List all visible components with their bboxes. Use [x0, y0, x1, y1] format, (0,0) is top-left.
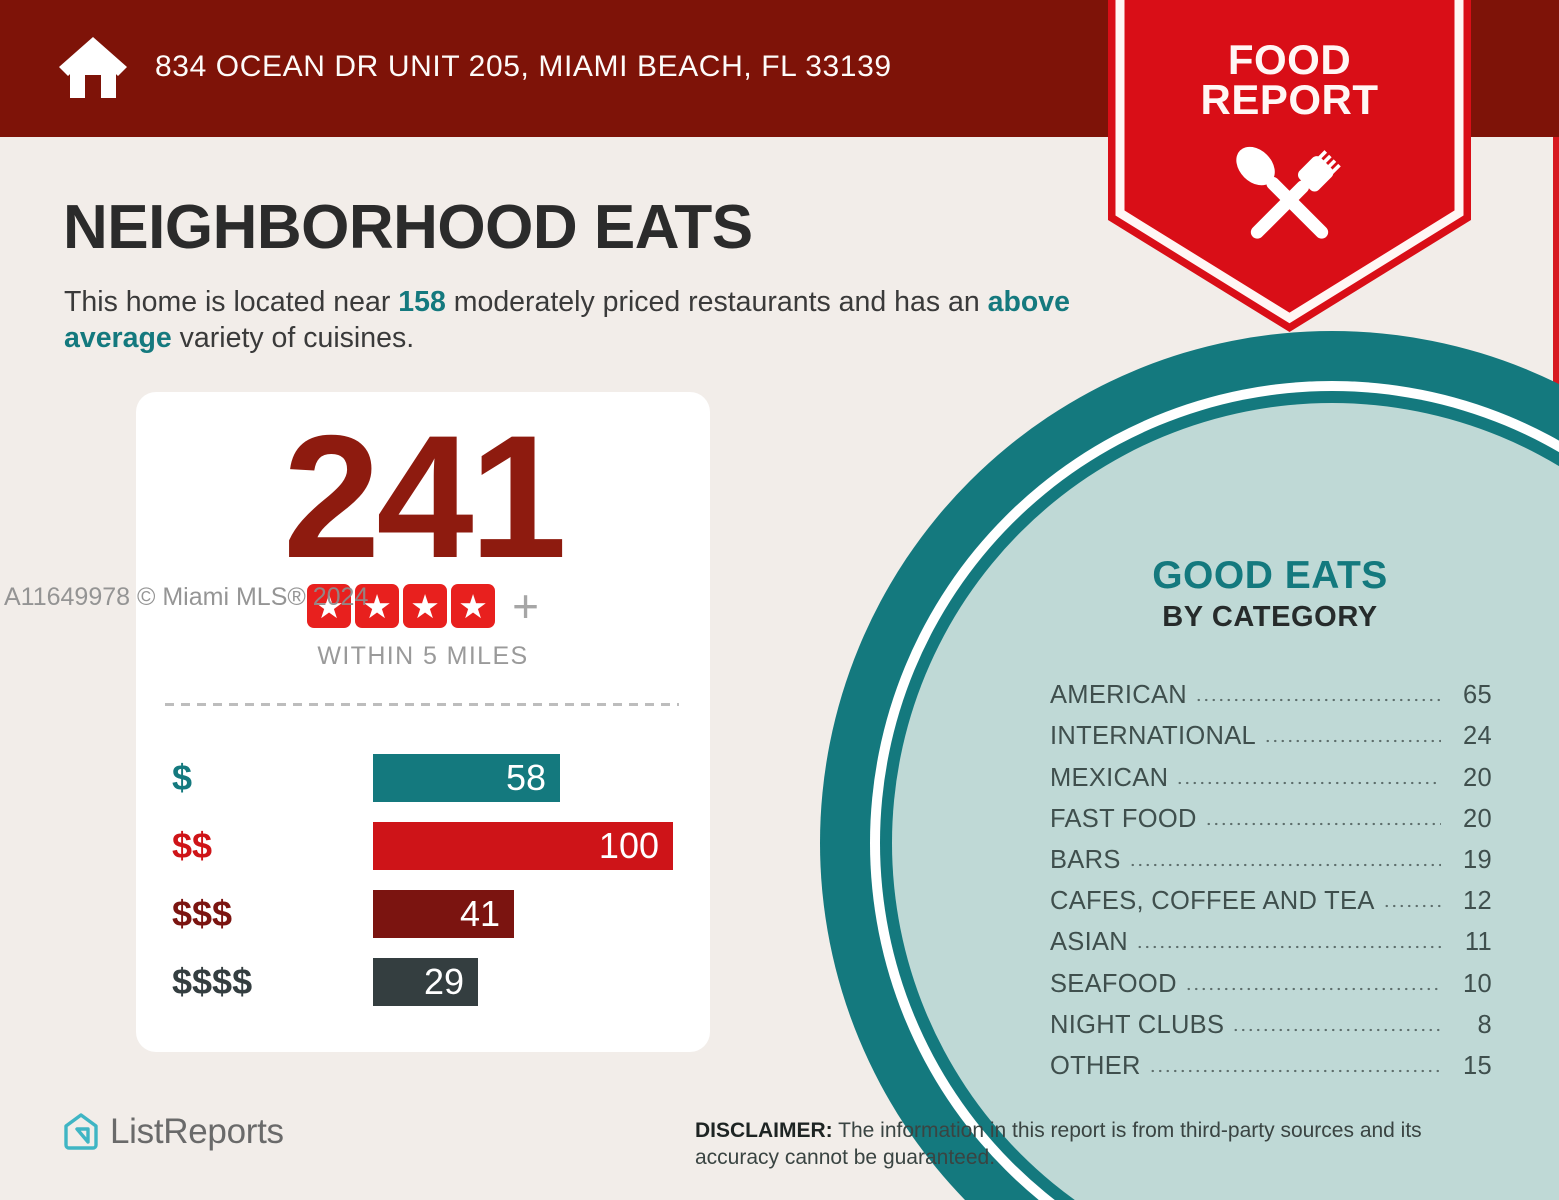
star-badge: ★	[307, 584, 352, 628]
mls-watermark: A11649978 © Miami MLS® 2024	[4, 583, 369, 611]
price-tier-bar-chart: $58 $$ 100 $$$ 41 $$$$ 29	[136, 744, 710, 1016]
property-address: 834 OCEAN DR UNIT 205, MIAMI BEACH, FL 3…	[155, 50, 892, 83]
good-eats-panel: GOOD EATS BY CATEGORY AMERICAN 65 INTERNAT…	[1000, 556, 1540, 1081]
category-name: AMERICAN	[1050, 681, 1187, 710]
dot-leader	[1232, 1027, 1441, 1032]
category-row: OTHER 15	[1050, 1040, 1492, 1081]
category-row: MEXICAN 20	[1050, 751, 1492, 792]
star-rating: ★ ★ ★ ★ +	[136, 579, 710, 632]
price-tier-value: 100	[598, 825, 659, 866]
category-row: NIGHT CLUBS 8	[1050, 999, 1492, 1040]
price-tier-label: $$	[172, 825, 213, 866]
dot-leader	[1176, 780, 1441, 785]
price-tier-value: 41	[459, 893, 500, 934]
listreports-logo[interactable]: ListReports	[62, 1112, 284, 1152]
price-tier-label: $$$$	[172, 961, 253, 1002]
category-row: BARS 19	[1050, 834, 1492, 875]
price-tier-bar: 29	[373, 958, 478, 1006]
category-row: INTERNATIONAL 24	[1050, 710, 1492, 751]
spoon-fork-crossed-icon	[1236, 146, 1341, 239]
star-badge: ★	[355, 584, 400, 628]
subtitle-text-3: variety of cuisines.	[171, 322, 415, 355]
dot-leader	[1264, 739, 1441, 744]
price-tier-bar: 58	[373, 754, 560, 802]
category-count: 15	[1463, 1051, 1492, 1080]
dot-leader	[1204, 821, 1441, 826]
plus-icon: +	[512, 579, 539, 632]
page-title: NEIGHBORHOOD EATS	[63, 193, 753, 262]
category-name: INTERNATIONAL	[1050, 722, 1257, 751]
category-row: FAST FOOD 20	[1050, 793, 1492, 834]
food-report-badge: FOOD REPORT	[1108, 0, 1471, 332]
listreports-wordmark: ListReports	[110, 1112, 284, 1151]
listreports-house-icon	[64, 1113, 98, 1150]
dot-leader	[1128, 862, 1441, 867]
star-icon: ★	[410, 587, 440, 625]
category-count: 24	[1463, 722, 1492, 751]
category-name: NIGHT CLUBS	[1050, 1010, 1225, 1039]
category-name: OTHER	[1050, 1051, 1141, 1080]
price-tier-bar-row: $$$ 41	[136, 880, 710, 948]
dot-leader	[1148, 1068, 1441, 1073]
card-divider	[165, 703, 679, 706]
category-count: 19	[1463, 845, 1492, 874]
category-name: FAST FOOD	[1050, 804, 1197, 833]
good-eats-subtitle: BY CATEGORY	[1162, 601, 1378, 633]
star-icon: ★	[458, 587, 488, 625]
disclaimer: DISCLAIMER: The information in this repo…	[695, 1117, 1495, 1172]
category-count: 20	[1463, 763, 1492, 792]
badge-label: FOOD REPORT	[1108, 36, 1471, 123]
radius-label: WITHIN 5 MILES	[317, 642, 529, 670]
category-row: CAFES, COFFEE AND TEA 12	[1050, 875, 1492, 916]
dot-leader	[1184, 986, 1441, 991]
disclaimer-label: DISCLAIMER:	[695, 1119, 833, 1142]
category-name: MEXICAN	[1050, 763, 1169, 792]
star-badge: ★	[451, 584, 496, 628]
category-row: ASIAN 11	[1050, 916, 1492, 957]
subtitle-restaurant-count: 158	[398, 286, 446, 318]
subtitle-text-2: moderately priced restaurants and has an	[445, 286, 988, 318]
category-name: ASIAN	[1050, 928, 1129, 957]
good-eats-title: GOOD EATS	[1152, 554, 1388, 597]
category-row: AMERICAN 65	[1050, 669, 1492, 710]
disclaimer-text: The information in this report is from t…	[695, 1119, 1422, 1170]
star-icon: ★	[362, 587, 392, 625]
price-tier-bar-row: $58	[136, 744, 710, 812]
category-name: SEAFOOD	[1050, 969, 1177, 998]
category-count: 10	[1463, 969, 1492, 998]
badge-line-2: REPORT	[1200, 75, 1379, 123]
category-list: AMERICAN 65 INTERNATIONAL 24 MEXICAN 20 FAST F…	[1000, 669, 1540, 1081]
dot-leader	[1382, 904, 1441, 909]
price-tier-label: $$$	[172, 893, 233, 934]
category-name: BARS	[1050, 845, 1121, 874]
price-tier-label: $	[172, 757, 193, 798]
home-icon	[59, 37, 127, 98]
category-row: SEAFOOD 10	[1050, 957, 1492, 998]
restaurant-count-value: 241	[283, 400, 567, 595]
price-tier-value: 29	[423, 961, 464, 1002]
price-tier-bar-row: $$$$ 29	[136, 948, 710, 1016]
dot-leader	[1136, 945, 1441, 950]
price-tier-value: 58	[505, 757, 546, 798]
page-subtitle: This home is located near 158 moderately…	[64, 284, 1094, 357]
price-tier-bar-row: $$ 100	[136, 812, 710, 880]
subtitle-variety-rating: above average	[64, 286, 1070, 355]
category-name: CAFES, COFFEE AND TEA	[1050, 887, 1375, 916]
price-tier-bar: 100	[373, 822, 673, 870]
restaurant-count-card: 241 ★ ★ ★ ★ + WITHIN 5 MILES $58 $$ 100 $$$…	[136, 392, 710, 1052]
category-count: 8	[1477, 1010, 1492, 1039]
dot-leader	[1195, 698, 1441, 703]
price-tier-bar: 41	[373, 890, 514, 938]
category-count: 11	[1464, 928, 1492, 957]
badge-line-1: FOOD	[1227, 36, 1352, 83]
category-count: 65	[1463, 681, 1492, 710]
category-count: 20	[1463, 804, 1492, 833]
category-count: 12	[1463, 887, 1492, 916]
star-badge: ★	[403, 584, 448, 628]
star-icon: ★	[314, 587, 344, 625]
subtitle-text-1: This home is located near	[64, 286, 399, 318]
